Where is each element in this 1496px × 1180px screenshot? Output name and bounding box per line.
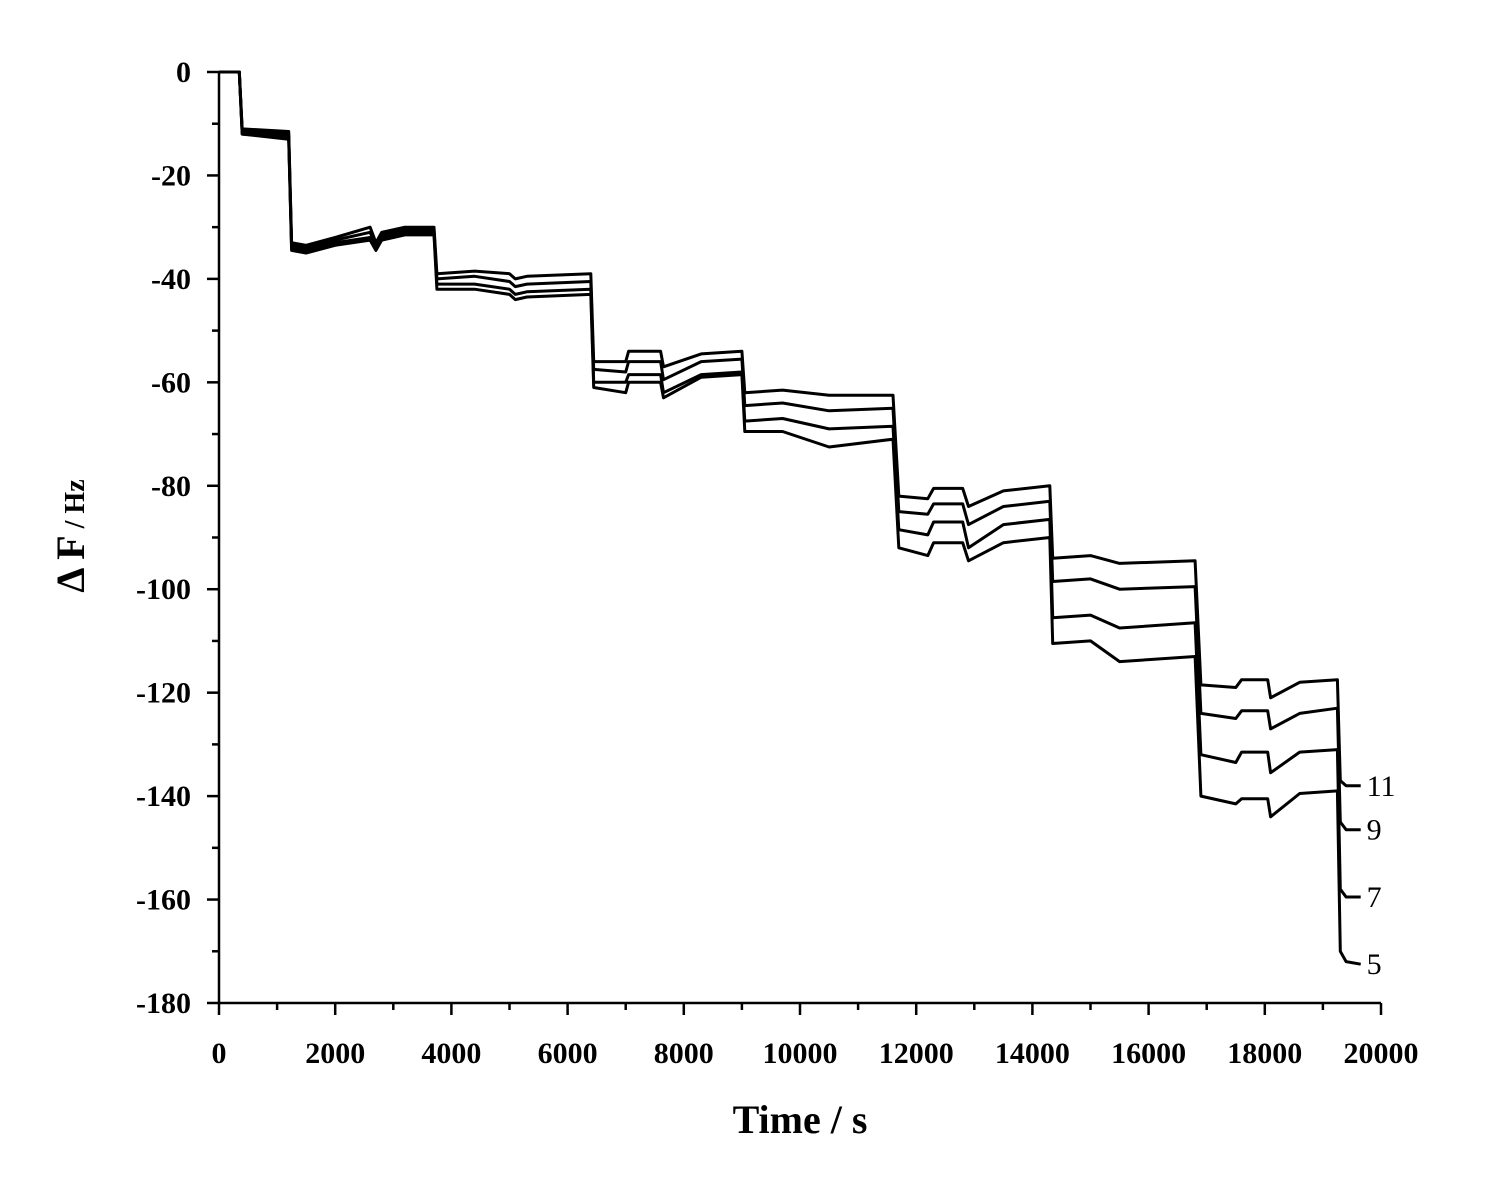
x-tick-label: 12000 [879,1037,954,1070]
series-label-11: 11 [1367,770,1396,803]
x-ticks: 0 2000 4000 6000 8000 10000 12000 14000 16000 180… [212,1003,1419,1070]
x-tick-label: 20000 [1344,1037,1419,1070]
y-tick-label: -20 [151,159,191,192]
y-axis-title: Δ F / Hz [48,479,93,592]
series-label-7: 7 [1367,881,1382,914]
x-tick-label: 18000 [1227,1037,1302,1070]
x-tick-label: 10000 [763,1037,838,1070]
y-tick-label: -140 [136,780,191,813]
y-axis-title-unit: / Hz [60,479,91,535]
x-tick-label: 6000 [538,1037,598,1070]
plot-area: 0 2000 4000 6000 8000 10000 12000 14000 16000 180… [136,56,1419,1070]
x-axis-title: Time / s [733,1097,868,1142]
series-label-5: 5 [1367,948,1382,981]
series-group [219,70,1361,966]
y-tick-label: -40 [151,263,191,296]
x-tick-label: 16000 [1111,1037,1186,1070]
y-tick-label: 0 [176,56,191,89]
series-line-5 [219,70,1361,966]
y-tick-label: -160 [136,884,191,917]
y-tick-label: -180 [136,987,191,1020]
y-ticks: 0 -20 -40 -60 -80 -100 -120 -140 -160 -180 [136,56,219,1020]
series-line-11 [219,70,1361,788]
series-line-9 [219,70,1361,832]
y-tick-label: -100 [136,573,191,606]
series-labels: 11 9 7 5 [1367,770,1396,981]
y-axis-title-main: Δ F [48,535,93,592]
y-tick-label: -60 [151,366,191,399]
y-tick-label: -120 [136,677,191,710]
y-tick-label: -80 [151,470,191,503]
x-tick-label: 0 [212,1037,227,1070]
series-line-7 [219,70,1361,899]
x-tick-label: 8000 [654,1037,714,1070]
x-tick-label: 4000 [421,1037,481,1070]
series-label-9: 9 [1367,814,1382,847]
x-tick-label: 14000 [995,1037,1070,1070]
x-tick-label: 2000 [305,1037,365,1070]
